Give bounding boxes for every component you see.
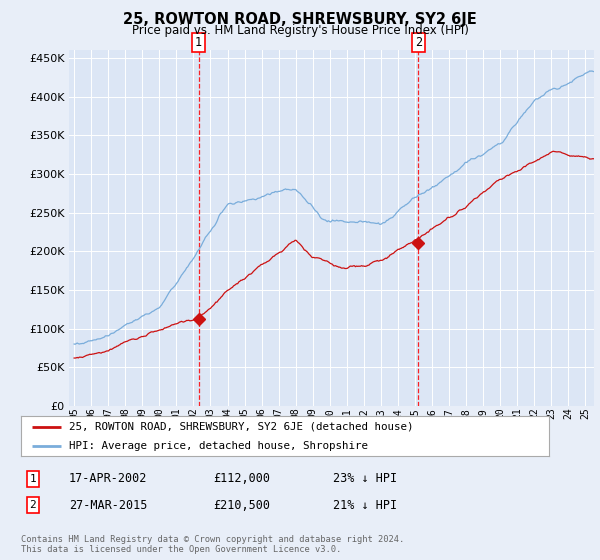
Text: HPI: Average price, detached house, Shropshire: HPI: Average price, detached house, Shro… [68, 441, 368, 450]
Text: 23% ↓ HPI: 23% ↓ HPI [333, 472, 397, 486]
Text: £210,500: £210,500 [213, 498, 270, 512]
Text: 25, ROWTON ROAD, SHREWSBURY, SY2 6JE (detached house): 25, ROWTON ROAD, SHREWSBURY, SY2 6JE (de… [68, 422, 413, 432]
Text: 1: 1 [29, 474, 37, 484]
Text: 2: 2 [415, 36, 422, 49]
Text: 2: 2 [29, 500, 37, 510]
Text: Price paid vs. HM Land Registry's House Price Index (HPI): Price paid vs. HM Land Registry's House … [131, 24, 469, 36]
Text: 27-MAR-2015: 27-MAR-2015 [69, 498, 148, 512]
Text: 21% ↓ HPI: 21% ↓ HPI [333, 498, 397, 512]
Text: £112,000: £112,000 [213, 472, 270, 486]
Text: 17-APR-2002: 17-APR-2002 [69, 472, 148, 486]
Text: 25, ROWTON ROAD, SHREWSBURY, SY2 6JE: 25, ROWTON ROAD, SHREWSBURY, SY2 6JE [123, 12, 477, 27]
Text: Contains HM Land Registry data © Crown copyright and database right 2024.
This d: Contains HM Land Registry data © Crown c… [21, 535, 404, 554]
Text: 1: 1 [195, 36, 202, 49]
